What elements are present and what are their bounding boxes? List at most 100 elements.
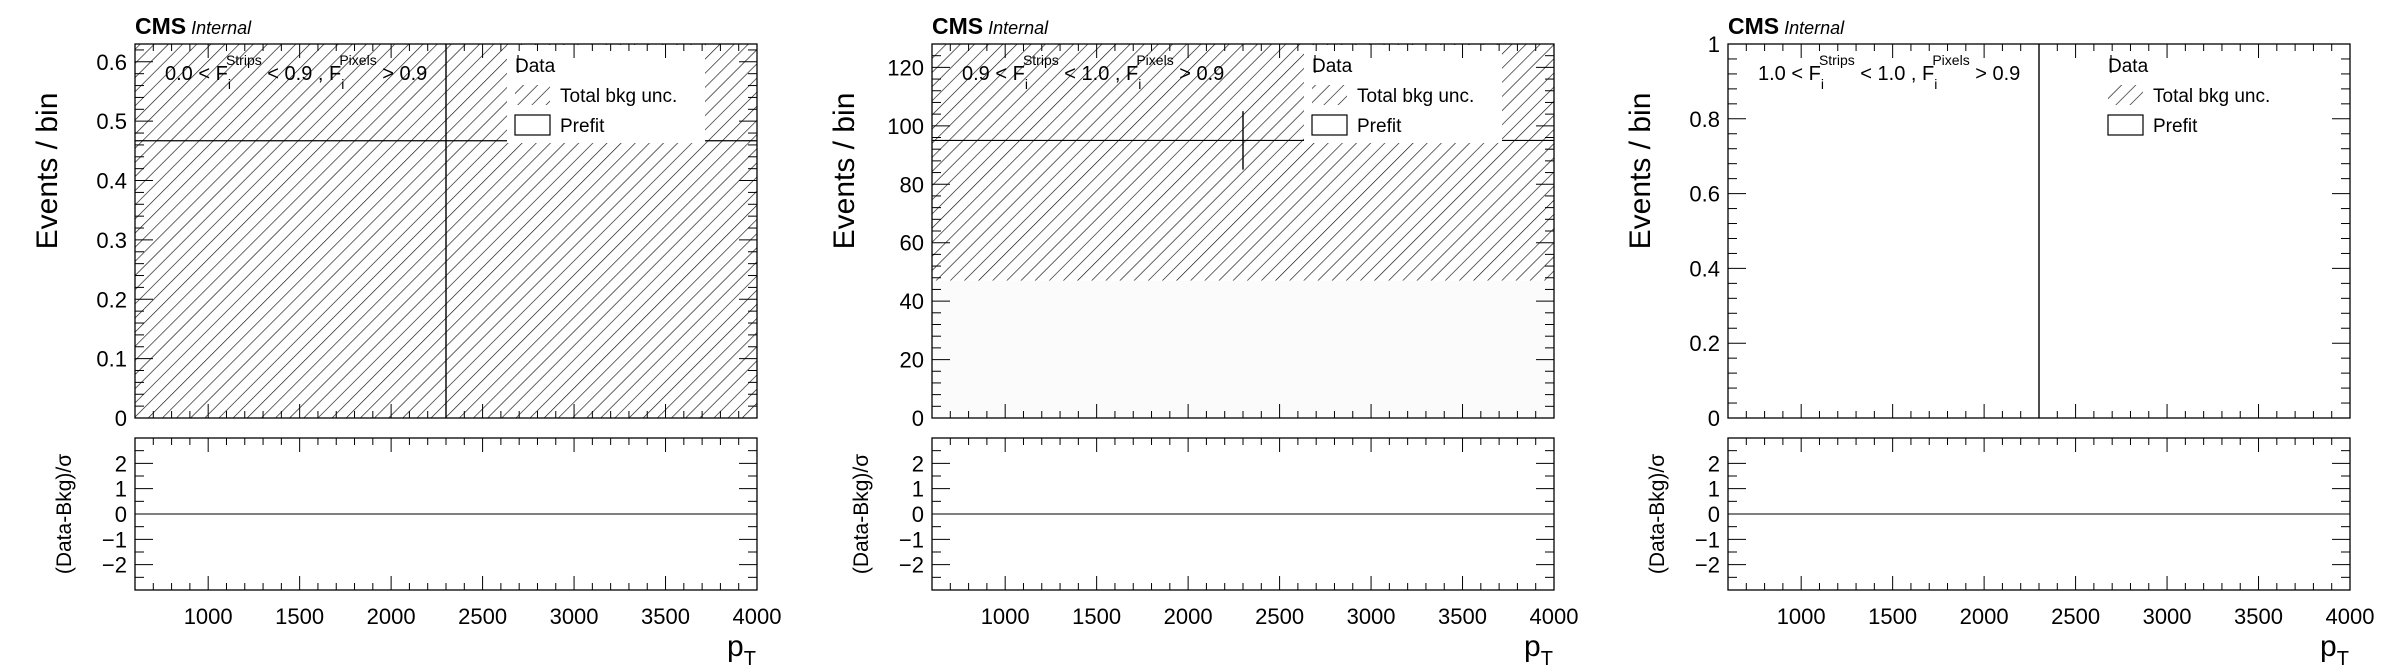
legend-unc-swatch [515,85,550,105]
x-tick-label: 3500 [2234,604,2283,629]
x-tick-label: 2000 [367,604,416,629]
x-tick-label: 3000 [1347,604,1396,629]
legend-data-label: Data [2108,56,2149,77]
x-axis-title-sub: T [1541,648,1553,670]
ratio-y-tick-label: −1 [1695,527,1720,552]
legend-unc-label: Total bkg unc. [560,86,677,107]
ratio-y-axis-title: (Data-Bkg)/σ [1646,454,1669,574]
x-tick-label: 3500 [641,604,690,629]
cms-label-text: CMS [1728,13,1779,39]
cms-label: CMS Internal [1728,13,1845,39]
ratio-y-axis-title: (Data-Bkg)/σ [53,454,76,574]
legend-prefit-swatch [1311,114,1348,136]
region-label-sup: Pixels [339,52,376,68]
y-tick-label: 0.3 [96,228,127,253]
x-axis-title: pT [2320,630,2349,670]
region-label-sub: i [341,76,344,92]
y-tick-label: 0.4 [96,169,127,194]
region-label: 1.0 < FiStrips < 1.0 , FiPixels > 0.9 [1758,52,2020,92]
cms-label: CMS Internal [932,13,1049,39]
region-label-text: > 0.9 [1174,63,1225,85]
y-axis-title: Events / bin [31,93,64,250]
x-tick-label: 3000 [2143,604,2192,629]
y-tick-label: 0 [912,406,924,431]
y-tick-label: 40 [900,289,924,314]
region-label: 0.0 < FiStrips < 0.9 , FiPixels > 0.9 [165,52,427,92]
prefit-fill [932,280,1554,418]
y-tick-label: 0 [115,406,127,431]
x-axis-title-sub: T [744,648,756,670]
legend-unc-label: Total bkg unc. [1357,86,1474,107]
cms-label: CMS Internal [135,13,252,39]
y-tick-label: 100 [887,114,924,139]
y-tick-label: 0.6 [1689,182,1720,207]
y-tick-label: 1 [1708,32,1720,57]
cms-sublabel-text: Internal [186,18,252,38]
x-tick-label: 1000 [184,604,233,629]
x-tick-label: 4000 [2326,604,2375,629]
x-tick-label: 1500 [1868,604,1917,629]
x-tick-label: 2500 [1255,604,1304,629]
y-axis-title: Events / bin [1624,93,1657,250]
ratio-y-tick-label: 1 [912,477,924,502]
ratio-y-tick-label: 2 [912,451,924,476]
region-label-sup: Strips [1819,52,1855,68]
ratio-y-tick-label: −1 [899,527,924,552]
region-label-sup: Strips [226,52,262,68]
x-tick-label: 2500 [458,604,507,629]
legend-prefit-swatch [514,114,551,136]
region-label-sub: i [1934,76,1937,92]
x-tick-label: 1000 [1777,604,1826,629]
x-axis-title: pT [727,630,756,670]
x-axis-title-main: p [2320,630,2337,663]
region-label-text: > 0.9 [377,63,428,85]
legend-data-label: Data [515,56,556,77]
cms-label-text: CMS [932,13,983,39]
legend-prefit-label: Prefit [2153,116,2198,137]
x-tick-label: 2500 [2051,604,2100,629]
ratio-y-tick-label: 2 [115,451,127,476]
ratio-y-tick-label: −2 [899,553,924,578]
region-label-text: > 0.9 [1970,63,2021,85]
ratio-y-tick-label: −2 [102,553,127,578]
region-label-text: 1.0 < F [1758,63,1821,85]
y-axis-title: Events / bin [828,93,861,250]
y-tick-label: 0.8 [1689,107,1720,132]
legend-unc-swatch [2108,85,2143,105]
y-tick-label: 120 [887,55,924,80]
y-tick-label: 0.2 [1689,331,1720,356]
region-label-text: < 1.0 , F [1855,63,1934,85]
region-label-sub: i [228,76,231,92]
x-tick-label: 2000 [1960,604,2009,629]
region-label: 0.9 < FiStrips < 1.0 , FiPixels > 0.9 [962,52,1224,92]
ratio-y-tick-label: 1 [115,477,127,502]
ratio-y-tick-label: 0 [1708,502,1720,527]
cms-sublabel-text: Internal [983,18,1049,38]
ratio-y-axis-title: (Data-Bkg)/σ [850,454,873,574]
y-tick-label: 80 [900,172,924,197]
y-tick-label: 20 [900,348,924,373]
x-axis-title: pT [1524,630,1553,670]
ratio-y-tick-label: 1 [1708,477,1720,502]
cms-sublabel-text: Internal [1779,18,1845,38]
x-axis-title-main: p [727,630,744,663]
y-tick-label: 0.4 [1689,256,1720,281]
region-label-text: 0.0 < F [165,63,228,85]
x-tick-label: 3500 [1438,604,1487,629]
legend-unc-swatch [1312,85,1347,105]
region-label-text: 0.9 < F [962,63,1025,85]
x-axis-title-sub: T [2337,648,2349,670]
x-tick-label: 4000 [1530,604,1579,629]
y-tick-label: 60 [900,231,924,256]
y-tick-label: 0.2 [96,287,127,312]
x-tick-label: 3000 [550,604,599,629]
legend-data-label: Data [1312,56,1353,77]
region-label-sup: Pixels [1932,52,1969,68]
legend-prefit-label: Prefit [560,116,605,137]
region-label-sub: i [1821,76,1824,92]
x-tick-label: 1500 [275,604,324,629]
